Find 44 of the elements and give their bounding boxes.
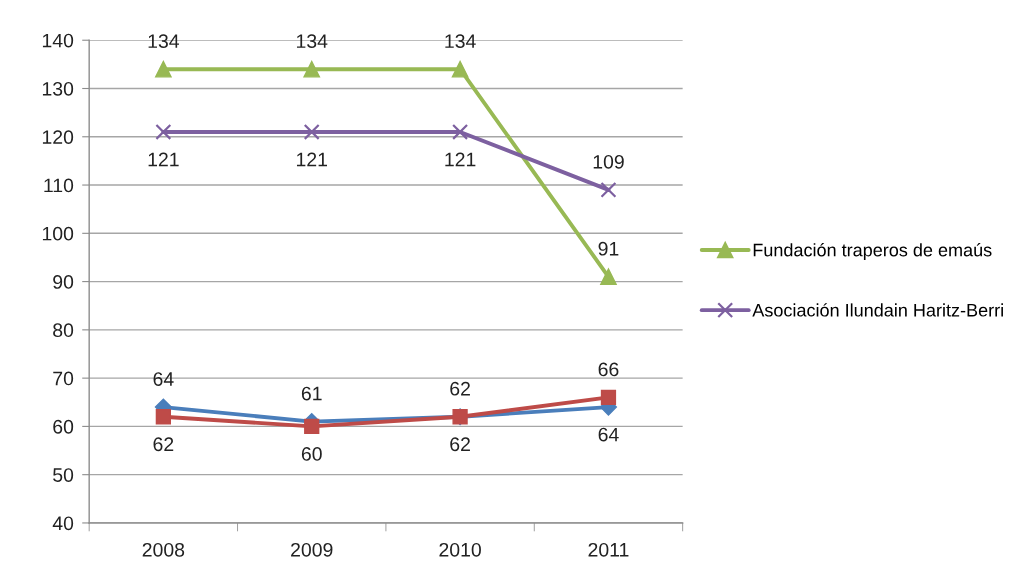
y-tick-label: 50 (53, 468, 74, 482)
legend-label: Asociación Ilundain Haritz-Berri (752, 303, 1003, 317)
data-label: 134 (445, 34, 476, 49)
point (155, 123, 172, 140)
point (452, 123, 469, 140)
data-label: 64 (598, 427, 619, 442)
data-label: 121 (445, 152, 476, 167)
data-label: 60 (301, 447, 322, 461)
y-tick-label: 70 (53, 371, 74, 386)
point (600, 181, 617, 198)
data-label: 91 (598, 241, 619, 256)
y-tick-label: 40 (52, 516, 74, 531)
point (600, 389, 617, 406)
data-label: 61 (301, 386, 322, 401)
data-label: 134 (148, 34, 180, 49)
y-tick-label: 90 (53, 275, 74, 289)
x-tick-label: 2008 (142, 542, 185, 557)
point (600, 268, 617, 286)
data-label: 109 (593, 154, 624, 169)
data-label: 62 (450, 437, 470, 452)
y-tick-label: 120 (42, 130, 74, 145)
y-tick-label: 80 (53, 323, 74, 338)
data-label: 121 (148, 152, 179, 167)
x-tick-label: 2010 (439, 542, 481, 557)
y-tick-label: 140 (42, 33, 74, 48)
y-tick-label: 130 (42, 81, 74, 96)
point (303, 60, 321, 78)
x-tick-label: 2009 (291, 542, 333, 557)
data-label: 121 (296, 152, 327, 167)
data-label: 134 (296, 34, 328, 49)
data-label: 64 (153, 372, 174, 386)
data-label: 62 (450, 381, 470, 396)
point (155, 60, 172, 78)
data-label: 62 (153, 437, 174, 452)
data-label: 66 (598, 362, 619, 377)
y-tick-label: 110 (44, 178, 74, 193)
point (303, 123, 320, 140)
legend-label: Fundación traperos de emaús (753, 242, 992, 261)
y-tick-label: 60 (53, 419, 74, 434)
y-tick-label: 100 (42, 226, 74, 241)
point (304, 418, 320, 435)
x-tick-label: 2011 (588, 542, 629, 557)
point (155, 409, 171, 425)
point (451, 60, 469, 78)
